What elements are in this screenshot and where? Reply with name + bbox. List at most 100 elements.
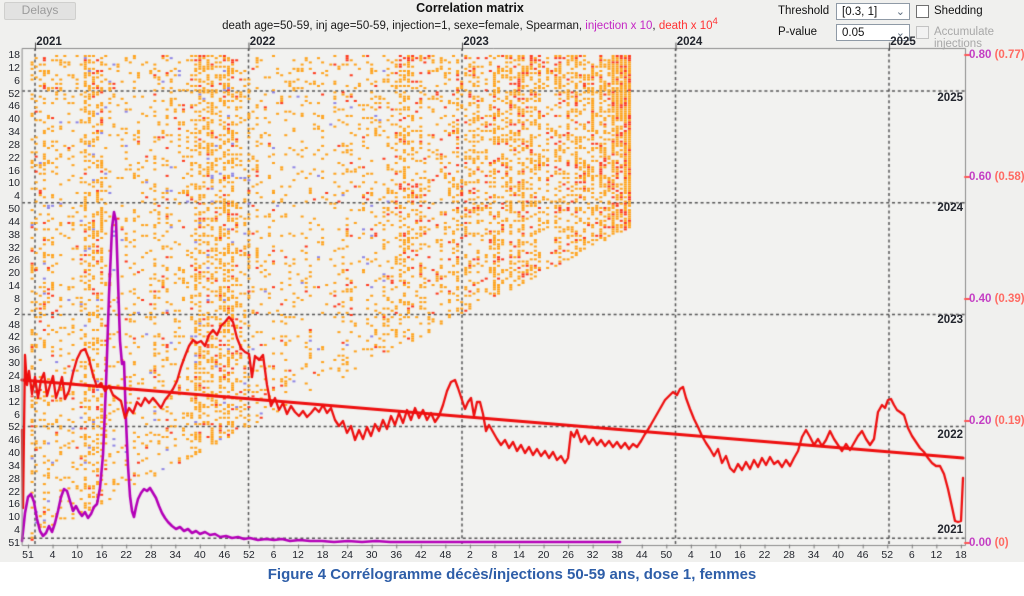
x-tick-label: 22 xyxy=(758,549,771,561)
y-tick-label: 10 xyxy=(8,177,20,190)
y-tick-label: 12 xyxy=(8,395,20,408)
x-tick-label: 46 xyxy=(856,549,869,561)
y-tick-label: 20 xyxy=(8,267,20,280)
top-year-label: 2023 xyxy=(463,36,489,48)
y-tick-label: 32 xyxy=(8,241,20,254)
x-tick-label: 40 xyxy=(194,549,206,561)
y-tick-label: 12 xyxy=(8,61,20,74)
subtitle-comma: , xyxy=(652,19,659,32)
x-tick-label: 22 xyxy=(120,549,133,561)
x-tick-label: 26 xyxy=(562,549,574,561)
y-tick-label: 4 xyxy=(14,524,20,537)
right-year-label: 2025 xyxy=(937,92,963,104)
y-tick-label: 18 xyxy=(8,49,20,61)
y-tick-label: 10 xyxy=(8,511,20,524)
pvalue-value: 0.05 xyxy=(842,27,865,39)
x-tick-label: 16 xyxy=(95,549,108,561)
y-tick-label: 52 xyxy=(8,87,20,100)
top-year-label: 2024 xyxy=(676,36,703,48)
chevron-down-icon: ⌄ xyxy=(895,27,905,39)
right-year-label: 2022 xyxy=(937,429,963,441)
right-year-label: 2023 xyxy=(937,314,963,326)
x-tick-label: 51 xyxy=(22,549,34,561)
bottom-strip xyxy=(0,562,1024,596)
y-tick-label: 6 xyxy=(14,408,20,421)
subtitle-death-exponent: 4 xyxy=(712,16,718,27)
y-tick-label: 14 xyxy=(8,280,20,293)
delays-button[interactable]: Delays xyxy=(4,2,76,20)
y-tick-label: 38 xyxy=(8,228,20,241)
x-tick-label: 34 xyxy=(807,549,820,561)
x-tick-label: 6 xyxy=(270,549,277,561)
x-tick-label: 38 xyxy=(611,549,624,561)
shedding-label: Shedding xyxy=(934,5,983,17)
x-tick-label: 32 xyxy=(586,549,599,561)
y-tick-label: 24 xyxy=(8,370,20,382)
y-tick-label: 34 xyxy=(8,459,20,472)
x-tick-label: 34 xyxy=(169,549,182,561)
x-tick-label: 46 xyxy=(218,549,231,561)
threshold-select[interactable]: [0.3, 1] ⌄ xyxy=(836,3,910,20)
x-tick-label: 16 xyxy=(734,549,746,561)
y-tick-label: 36 xyxy=(8,344,20,357)
subtitle-death-scale: death x 104 xyxy=(658,16,718,32)
y-tick-label: 18 xyxy=(8,382,20,395)
y-tick-label: 6 xyxy=(14,74,20,87)
y-tick-label: 46 xyxy=(8,100,20,113)
x-tick-label: 50 xyxy=(660,549,673,561)
y-tick-label: 16 xyxy=(8,164,20,177)
x-tick-label: 40 xyxy=(832,549,844,561)
accumulate-injections-label: Accumulate injections xyxy=(934,26,995,50)
x-tick-label: 10 xyxy=(71,549,83,561)
x-tick-label: 10 xyxy=(709,549,722,561)
subtitle-injection-scale: injection x 10 xyxy=(585,19,653,32)
y-tick-label: 42 xyxy=(8,331,20,344)
x-tick-label: 20 xyxy=(537,549,550,561)
x-tick-label: 18 xyxy=(316,549,329,561)
y-tick-label: 4 xyxy=(14,190,20,203)
y-tick-label: 2 xyxy=(14,305,20,318)
y-tick-label: 46 xyxy=(8,434,20,447)
pvalue-label: P-value xyxy=(778,26,817,38)
y-tick-label: 52 xyxy=(8,421,20,434)
right-scale-label: 0.80 (0.77) xyxy=(969,49,1024,61)
x-tick-label: 18 xyxy=(955,549,967,561)
y-tick-label: 22 xyxy=(8,485,20,498)
chevron-down-icon: ⌄ xyxy=(895,6,905,18)
y-tick-label: 44 xyxy=(8,215,20,228)
y-tick-label: 26 xyxy=(8,254,20,267)
x-tick-label: 36 xyxy=(390,549,403,561)
pvalue-select[interactable]: 0.05 ⌄ xyxy=(836,24,910,41)
y-tick-label: 40 xyxy=(8,113,20,126)
y-tick-label: 28 xyxy=(8,138,20,151)
y-tick-label: 28 xyxy=(8,472,20,485)
x-tick-label: 44 xyxy=(635,549,648,561)
y-tick-label: 16 xyxy=(8,498,20,511)
x-tick-label: 52 xyxy=(243,549,255,561)
y-tick-label: 48 xyxy=(8,318,20,331)
x-tick-label: 30 xyxy=(365,549,378,561)
x-tick-label: 48 xyxy=(439,549,452,561)
figure-caption: Figure 4 Corrélogramme décès/injections … xyxy=(267,566,757,583)
right-scale-label: 0.00 (0) xyxy=(969,537,1009,549)
chart-subtitle: death age=50-59, inj age=50-59, injectio… xyxy=(0,16,940,32)
top-year-label: 2021 xyxy=(36,36,62,48)
x-tick-label: 12 xyxy=(930,549,943,561)
x-tick-label: 14 xyxy=(513,549,525,561)
shedding-checkbox[interactable] xyxy=(916,5,929,18)
chart-title: Correlation matrix xyxy=(416,1,524,15)
subtitle-plain: death age=50-59, inj age=50-59, injectio… xyxy=(222,19,586,32)
y-tick-label: 8 xyxy=(14,292,20,305)
x-tick-label: 28 xyxy=(144,549,157,561)
x-tick-label: 42 xyxy=(414,549,427,561)
x-tick-label: 8 xyxy=(491,549,498,561)
right-year-label: 2021 xyxy=(937,524,963,536)
top-year-label: 2022 xyxy=(249,36,276,48)
y-tick-label: 50 xyxy=(8,203,20,216)
y-tick-label: 34 xyxy=(8,126,20,139)
x-tick-label: 4 xyxy=(49,549,56,561)
threshold-label: Threshold xyxy=(778,5,830,17)
x-tick-label: 28 xyxy=(783,549,795,561)
